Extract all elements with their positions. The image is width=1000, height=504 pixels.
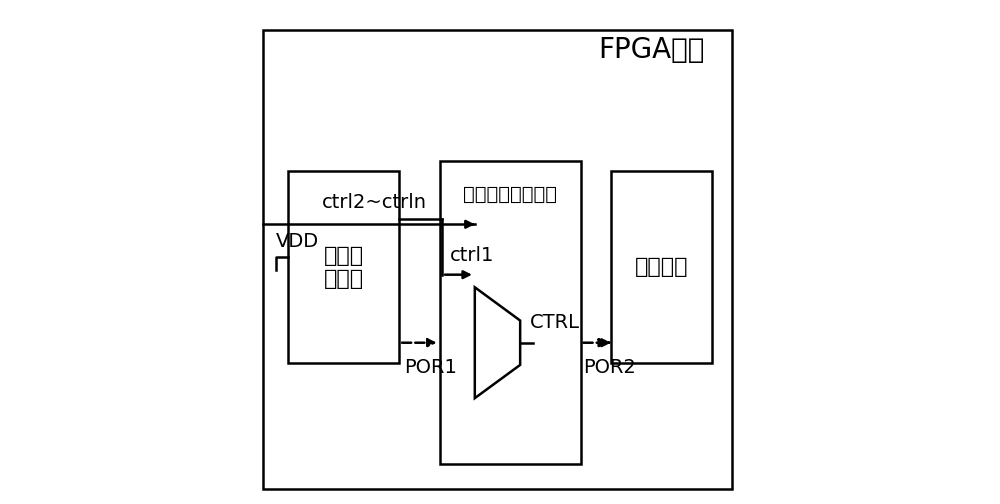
Bar: [611, 171, 712, 363]
Text: POR2: POR2: [583, 358, 636, 377]
Text: VDD: VDD: [276, 232, 319, 251]
Text: ctrl2~ctrln: ctrl2~ctrln: [322, 193, 426, 212]
Bar: [440, 161, 581, 464]
Text: POR1: POR1: [404, 358, 457, 377]
Polygon shape: [475, 287, 520, 398]
Text: CTRL: CTRL: [530, 313, 580, 332]
Text: 上电复
位电路: 上电复 位电路: [324, 245, 364, 289]
Text: 复位信号控制模块: 复位信号控制模块: [463, 184, 557, 204]
Text: ctrl1: ctrl1: [450, 245, 494, 265]
Bar: [288, 171, 399, 363]
Text: 用电电路: 用电电路: [635, 257, 688, 277]
Text: FPGA裸片: FPGA裸片: [598, 36, 704, 65]
